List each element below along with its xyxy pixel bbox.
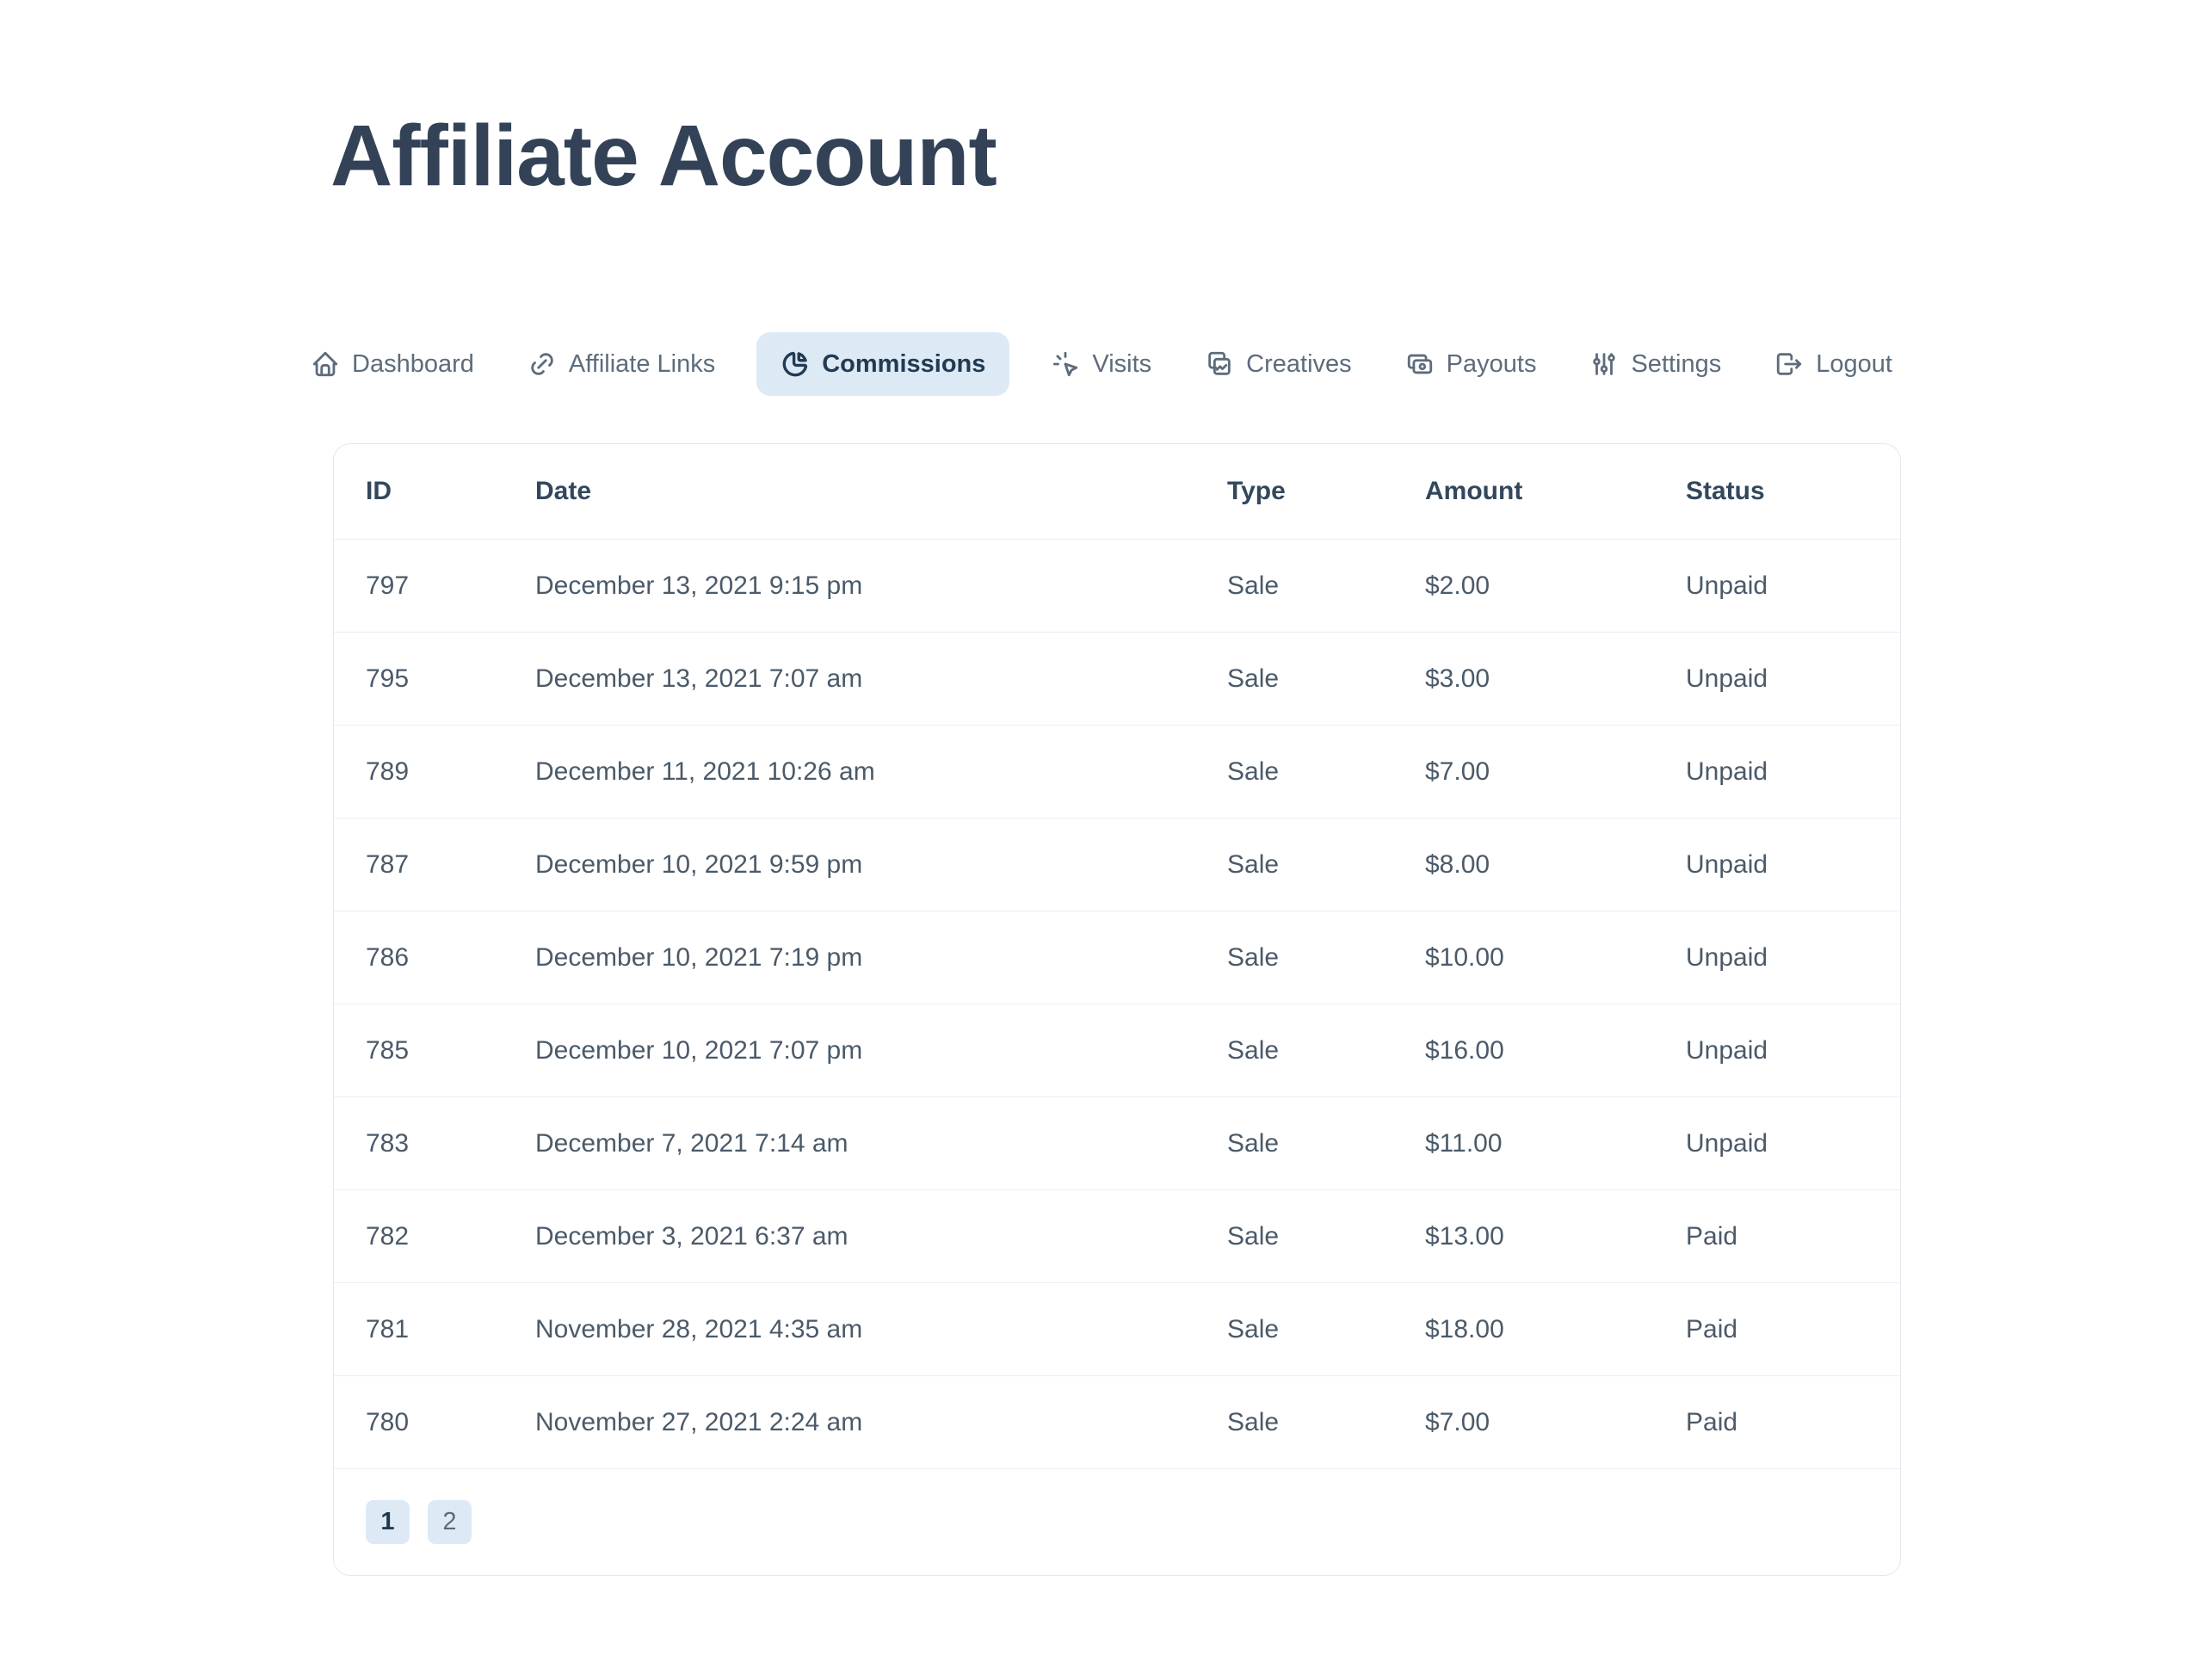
cell-type: Sale: [1195, 1189, 1393, 1283]
cell-status: Unpaid: [1654, 1004, 1900, 1097]
nav-item-logout[interactable]: Logout: [1762, 332, 1904, 396]
nav-item-affiliate-links[interactable]: Affiliate Links: [515, 332, 727, 396]
nav-item-label: Dashboard: [352, 349, 474, 378]
cell-type: Sale: [1195, 1004, 1393, 1097]
table-row: 781 November 28, 2021 4:35 am Sale $18.00 Pa…: [334, 1282, 1900, 1376]
nav-item-label: Visits: [1092, 349, 1152, 378]
nav-item-label: Payouts: [1446, 349, 1537, 378]
commissions-table: ID Date Type Amount Status 797 December 13, 2…: [334, 444, 1900, 1468]
cell-amount: $13.00: [1393, 1189, 1654, 1283]
nav-item-label: Creatives: [1246, 349, 1352, 378]
cell-date: December 10, 2021 7:19 pm: [503, 911, 1195, 1004]
home-icon: [312, 351, 338, 377]
table-row: 785 December 10, 2021 7:07 pm Sale $16.00 Un…: [334, 1004, 1900, 1097]
cell-type: Sale: [1195, 1375, 1393, 1468]
table-row: 782 December 3, 2021 6:37 am Sale $13.00 Pai…: [334, 1189, 1900, 1283]
cell-status: Unpaid: [1654, 911, 1900, 1004]
nav-item-label: Logout: [1816, 349, 1892, 378]
cell-date: November 28, 2021 4:35 am: [503, 1282, 1195, 1376]
cell-type: Sale: [1195, 632, 1393, 726]
cell-amount: $7.00: [1393, 725, 1654, 818]
nav-item-creatives[interactable]: Creatives: [1193, 332, 1364, 396]
nav-item-visits[interactable]: Visits: [1039, 332, 1163, 396]
cash-icon: [1407, 354, 1432, 374]
link-icon: [531, 353, 553, 375]
nav-item-label: Commissions: [822, 349, 986, 378]
table-row: 780 November 27, 2021 2:24 am Sale $7.00 Pai…: [334, 1375, 1900, 1468]
cell-id: 797: [334, 539, 503, 633]
cell-amount: $3.00: [1393, 632, 1654, 726]
cell-id: 783: [334, 1096, 503, 1190]
cell-id: 781: [334, 1282, 503, 1376]
cell-date: December 11, 2021 10:26 am: [503, 725, 1195, 818]
cell-status: Unpaid: [1654, 539, 1900, 633]
cell-amount: $11.00: [1393, 1096, 1654, 1190]
table-header-row: ID Date Type Amount Status: [334, 444, 1900, 540]
page-button-2[interactable]: 2: [428, 1500, 472, 1544]
cell-amount: $18.00: [1393, 1282, 1654, 1376]
column-header-type: Type: [1227, 477, 1286, 505]
cell-status: Unpaid: [1654, 632, 1900, 726]
nav-item-label: Affiliate Links: [568, 349, 716, 378]
cell-date: December 10, 2021 9:59 pm: [503, 818, 1195, 911]
table-row: 797 December 13, 2021 9:15 pm Sale $2.00 Unp…: [334, 539, 1900, 633]
cell-status: Unpaid: [1654, 818, 1900, 911]
column-header-id: ID: [366, 477, 392, 505]
affiliate-area-nav: Dashboard Affiliate Links Commissions Visit…: [0, 332, 2203, 396]
cell-status: Unpaid: [1654, 1096, 1900, 1190]
cursor-click-icon: [1053, 351, 1078, 377]
table-row: 789 December 11, 2021 10:26 am Sale $7.00 Un…: [334, 725, 1900, 818]
column-header-amount: Amount: [1425, 477, 1523, 505]
cell-type: Sale: [1195, 1096, 1393, 1190]
cell-amount: $8.00: [1393, 818, 1654, 911]
cell-id: 787: [334, 818, 503, 911]
nav-item-label: Settings: [1631, 349, 1722, 378]
cell-amount: $16.00: [1393, 1004, 1654, 1097]
cell-id: 789: [334, 725, 503, 818]
cell-type: Sale: [1195, 911, 1393, 1004]
cell-date: November 27, 2021 2:24 am: [503, 1375, 1195, 1468]
cell-amount: $7.00: [1393, 1375, 1654, 1468]
nav-item-payouts[interactable]: Payouts: [1393, 332, 1549, 396]
cell-id: 782: [334, 1189, 503, 1283]
cell-type: Sale: [1195, 818, 1393, 911]
table-row: 795 December 13, 2021 7:07 am Sale $3.00 Unp…: [334, 632, 1900, 726]
cell-date: December 3, 2021 6:37 am: [503, 1189, 1195, 1283]
nav-item-commissions[interactable]: Commissions: [756, 332, 1010, 396]
table-row: 783 December 7, 2021 7:14 am Sale $11.00 Unp…: [334, 1096, 1900, 1190]
logout-icon: [1777, 353, 1802, 375]
nav-item-settings[interactable]: Settings: [1577, 332, 1733, 396]
cell-id: 785: [334, 1004, 503, 1097]
cell-type: Sale: [1195, 1282, 1393, 1376]
adjustments-icon: [1593, 353, 1616, 375]
cell-date: December 10, 2021 7:07 pm: [503, 1004, 1195, 1097]
chart-pie-icon: [782, 351, 808, 377]
cell-status: Paid: [1654, 1189, 1900, 1283]
table-row: 787 December 10, 2021 9:59 pm Sale $8.00 Unp…: [334, 818, 1900, 911]
cell-type: Sale: [1195, 725, 1393, 818]
page-button-1[interactable]: 1: [366, 1500, 410, 1544]
commissions-card: ID Date Type Amount Status 797 December 13, 2…: [333, 443, 1901, 1576]
cell-id: 795: [334, 632, 503, 726]
column-header-date: Date: [535, 477, 592, 505]
cell-status: Paid: [1654, 1375, 1900, 1468]
page-title: Affiliate Account: [330, 108, 997, 204]
cell-status: Unpaid: [1654, 725, 1900, 818]
cell-type: Sale: [1195, 539, 1393, 633]
cell-date: December 13, 2021 9:15 pm: [503, 539, 1195, 633]
cell-id: 780: [334, 1375, 503, 1468]
cell-id: 786: [334, 911, 503, 1004]
column-header-status: Status: [1686, 477, 1765, 505]
images-icon: [1208, 351, 1231, 375]
cell-status: Paid: [1654, 1282, 1900, 1376]
cell-amount: $10.00: [1393, 911, 1654, 1004]
cell-date: December 13, 2021 7:07 am: [503, 632, 1195, 726]
cell-amount: $2.00: [1393, 539, 1654, 633]
table-row: 786 December 10, 2021 7:19 pm Sale $10.00 Un…: [334, 911, 1900, 1004]
nav-item-dashboard[interactable]: Dashboard: [299, 332, 486, 396]
cell-date: December 7, 2021 7:14 am: [503, 1096, 1195, 1190]
